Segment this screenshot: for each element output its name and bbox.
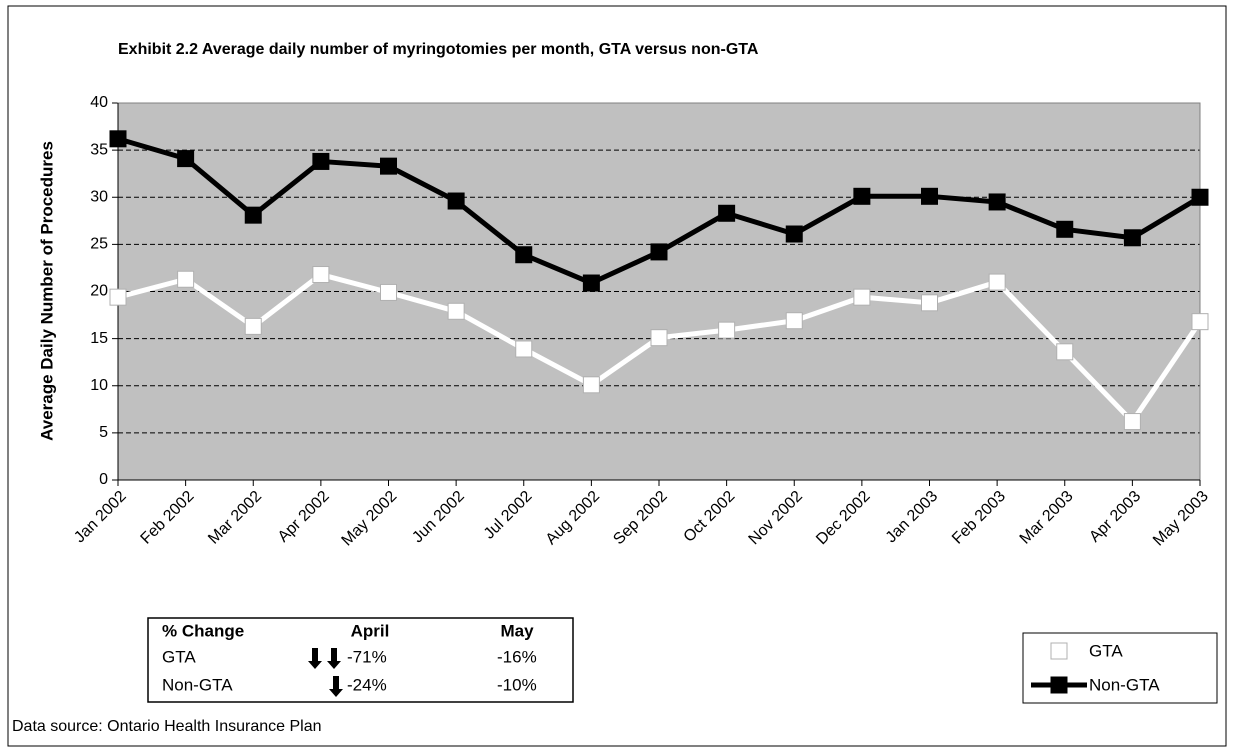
y-tick-label: 20 [90, 283, 108, 300]
y-tick-label: 10 [90, 377, 108, 394]
table-header: % Change [162, 621, 244, 640]
series-marker [515, 246, 533, 264]
chart-title: Exhibit 2.2 Average daily number of myri… [118, 41, 759, 58]
table-box [147, 617, 574, 703]
change-table: % Change April May GTA -71% -16% Non-GTA -24% -1… [147, 617, 574, 703]
series-marker [312, 266, 330, 284]
series-marker [718, 204, 736, 222]
series-marker [177, 150, 195, 168]
series-marker [718, 321, 736, 339]
series-marker [785, 312, 803, 330]
series-marker [109, 130, 127, 148]
series-marker [1191, 313, 1209, 331]
table-cell: -16% [497, 647, 537, 666]
series-marker [1191, 188, 1209, 206]
series-marker [177, 270, 195, 288]
series-marker [650, 329, 668, 347]
series-marker [1056, 220, 1074, 238]
legend-label: Non-GTA [1089, 675, 1160, 694]
series-marker [1123, 229, 1141, 247]
y-tick-label: 0 [99, 471, 108, 488]
series-marker [650, 243, 668, 261]
y-tick-label: 5 [99, 424, 108, 441]
series-marker [921, 187, 938, 205]
series-marker [582, 274, 600, 292]
table-cell: Non-GTA [162, 675, 233, 694]
series-marker [921, 294, 938, 312]
series-marker [853, 187, 871, 205]
table-cell: -71% [347, 647, 387, 666]
source-note: Data source: Ontario Health Insurance Pl… [12, 718, 322, 735]
legend-marker [1050, 642, 1068, 660]
series-marker [312, 152, 330, 170]
series-marker [244, 317, 262, 335]
series-marker [515, 340, 533, 358]
legend-label: GTA [1089, 641, 1123, 660]
y-tick-label: 30 [90, 188, 108, 205]
legend-marker [1050, 676, 1068, 694]
table-cell: GTA [162, 647, 196, 666]
series-marker [109, 288, 127, 306]
series-marker [988, 193, 1006, 211]
table-cell: -10% [497, 675, 537, 694]
y-tick-label: 25 [90, 236, 108, 253]
series-marker [447, 302, 465, 320]
series-marker [988, 273, 1006, 291]
series-marker [244, 206, 262, 224]
series-marker [447, 192, 465, 210]
series-marker [1056, 343, 1074, 361]
y-tick-label: 15 [90, 330, 108, 347]
table-cell: -24% [347, 675, 387, 694]
series-marker [582, 376, 600, 394]
table-header: April [351, 621, 390, 640]
series-marker [853, 288, 871, 306]
y-axis-title: Average Daily Number of Procedures [37, 141, 56, 441]
table-header: May [500, 621, 534, 640]
series-marker [380, 283, 397, 301]
y-tick-label: 35 [90, 141, 108, 158]
series-marker [785, 225, 803, 243]
down-arrow-icons [308, 648, 343, 697]
series-marker [1123, 413, 1141, 431]
y-tick-label: 40 [90, 94, 108, 111]
series-marker [380, 157, 397, 175]
